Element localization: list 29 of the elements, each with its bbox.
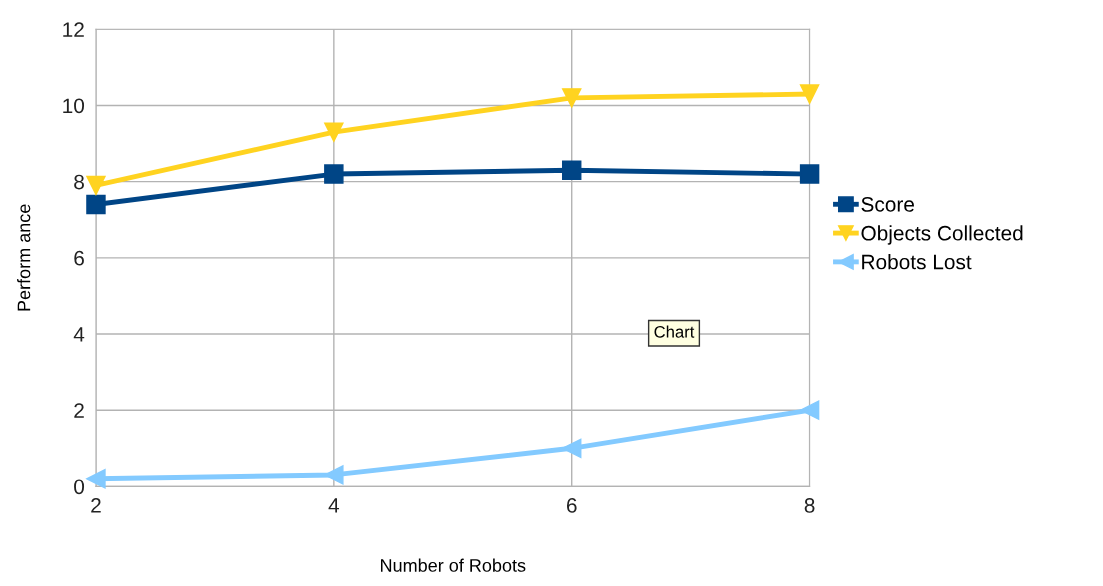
y-tick-label: 2	[74, 403, 84, 418]
legend-label: Score	[861, 197, 914, 212]
point	[799, 84, 820, 104]
legend-label: Robots Lost	[862, 254, 972, 270]
y-tick-label: 4	[73, 327, 85, 342]
point	[799, 164, 820, 184]
point	[561, 438, 582, 459]
annotation: Chart	[654, 325, 695, 338]
point	[86, 175, 106, 196]
x-tick-label: 6	[566, 498, 577, 513]
x-tick-label: 2	[91, 498, 101, 513]
y-tick-label: 10	[63, 98, 85, 114]
y-tick-label: 12	[63, 22, 84, 37]
x-axis-title: Number of Robots	[381, 558, 526, 572]
point	[86, 469, 106, 489]
point	[324, 465, 344, 485]
y-tick-label: 8	[74, 174, 84, 190]
point	[86, 194, 106, 215]
x-tick-label: 4	[328, 498, 340, 513]
y-tick-label: 0	[74, 479, 85, 495]
x-tick-label: 8	[804, 498, 815, 513]
point	[561, 160, 582, 180]
point	[561, 88, 582, 108]
legend-label: Objects Collected	[861, 225, 1023, 245]
y-tick-label: 6	[74, 250, 84, 266]
point	[799, 400, 820, 420]
point	[324, 122, 344, 142]
y-axis-title: Perform ance	[17, 204, 31, 311]
point	[324, 164, 344, 184]
